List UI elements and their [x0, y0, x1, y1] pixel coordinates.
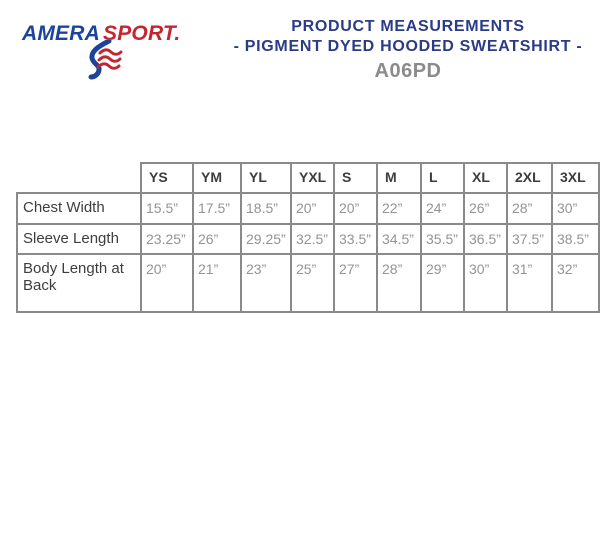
- measurement-cell: 17.5”: [192, 192, 242, 225]
- measurement-cell: 20”: [290, 192, 335, 225]
- size-header-l: L: [420, 162, 465, 194]
- table-corner-blank: [17, 163, 141, 193]
- size-header-ym: YM: [192, 162, 242, 194]
- size-header-row: YS YM YL YXL S M L XL 2XL 3XL: [17, 162, 600, 194]
- measurement-cell: 35.5”: [420, 223, 465, 255]
- page-subtitle: - PIGMENT DYED HOODED SWEATSHIRT -: [233, 38, 583, 55]
- measurement-cell: 22”: [376, 192, 422, 225]
- measurement-cell: 32”: [551, 253, 600, 313]
- amerasport-logo: AMERA SPORT.: [22, 22, 192, 84]
- measurement-cell: 34.5”: [376, 223, 422, 255]
- size-header-xl: XL: [463, 162, 508, 194]
- measurement-cell: 36.5”: [463, 223, 508, 255]
- size-header-yxl: YXL: [290, 162, 335, 194]
- row-label: Chest Width: [16, 192, 142, 225]
- measurement-cell: 30”: [463, 253, 508, 313]
- measurement-cell: 32.5”: [290, 223, 335, 255]
- measurement-cell: 31”: [506, 253, 553, 313]
- product-code: A06PD: [374, 60, 442, 82]
- measurement-cell: 18.5”: [240, 192, 292, 225]
- measurement-cell: 28”: [376, 253, 422, 313]
- measurement-cell: 37.5”: [506, 223, 553, 255]
- measurement-cell: 27”: [333, 253, 378, 313]
- measurement-cell: 20”: [333, 192, 378, 225]
- table-row: Sleeve Length 23.25” 26” 29.25” 32.5” 33.5” 34…: [16, 223, 600, 255]
- measurements-table: YS YM YL YXL S M L XL 2XL 3XL Chest Width 15.5” 17.…: [16, 162, 600, 313]
- size-header-s: S: [333, 162, 378, 194]
- measurement-cell: 33.5”: [333, 223, 378, 255]
- measurement-cell: 21”: [192, 253, 242, 313]
- row-label: Sleeve Length: [16, 223, 142, 255]
- measurement-cell: 26”: [463, 192, 508, 225]
- row-label: Body Length at Back: [16, 253, 142, 313]
- measurement-cell: 15.5”: [140, 192, 194, 225]
- table-row: Body Length at Back 20” 21” 23” 25” 27” 28” 29”…: [16, 253, 600, 313]
- measurement-cell: 38.5”: [551, 223, 600, 255]
- header-title-block: PRODUCT MEASUREMENTS - PIGMENT DYED HOOD…: [212, 17, 604, 83]
- logo-text-sport: SPORT.: [103, 22, 181, 45]
- flag-swoosh-icon: [88, 40, 123, 80]
- page-title: PRODUCT MEASUREMENTS: [291, 18, 525, 35]
- size-header-yl: YL: [240, 162, 292, 194]
- measurement-cell: 30”: [551, 192, 600, 225]
- size-header-2xl: 2XL: [506, 162, 553, 194]
- measurement-cell: 23”: [240, 253, 292, 313]
- measurement-cell: 20”: [140, 253, 194, 313]
- measurement-cell: 24”: [420, 192, 465, 225]
- measurement-cell: 23.25”: [140, 223, 194, 255]
- table-row: Chest Width 15.5” 17.5” 18.5” 20” 20” 22” 24” 26…: [16, 192, 600, 225]
- size-header-3xl: 3XL: [551, 162, 600, 194]
- size-header-m: M: [376, 162, 422, 194]
- measurement-cell: 28”: [506, 192, 553, 225]
- logo-text-amera: AMERA: [22, 22, 100, 45]
- measurement-cell: 25”: [290, 253, 335, 313]
- measurement-cell: 26”: [192, 223, 242, 255]
- size-header-ys: YS: [140, 162, 194, 194]
- measurement-cell: 29”: [420, 253, 465, 313]
- measurement-cell: 29.25”: [240, 223, 292, 255]
